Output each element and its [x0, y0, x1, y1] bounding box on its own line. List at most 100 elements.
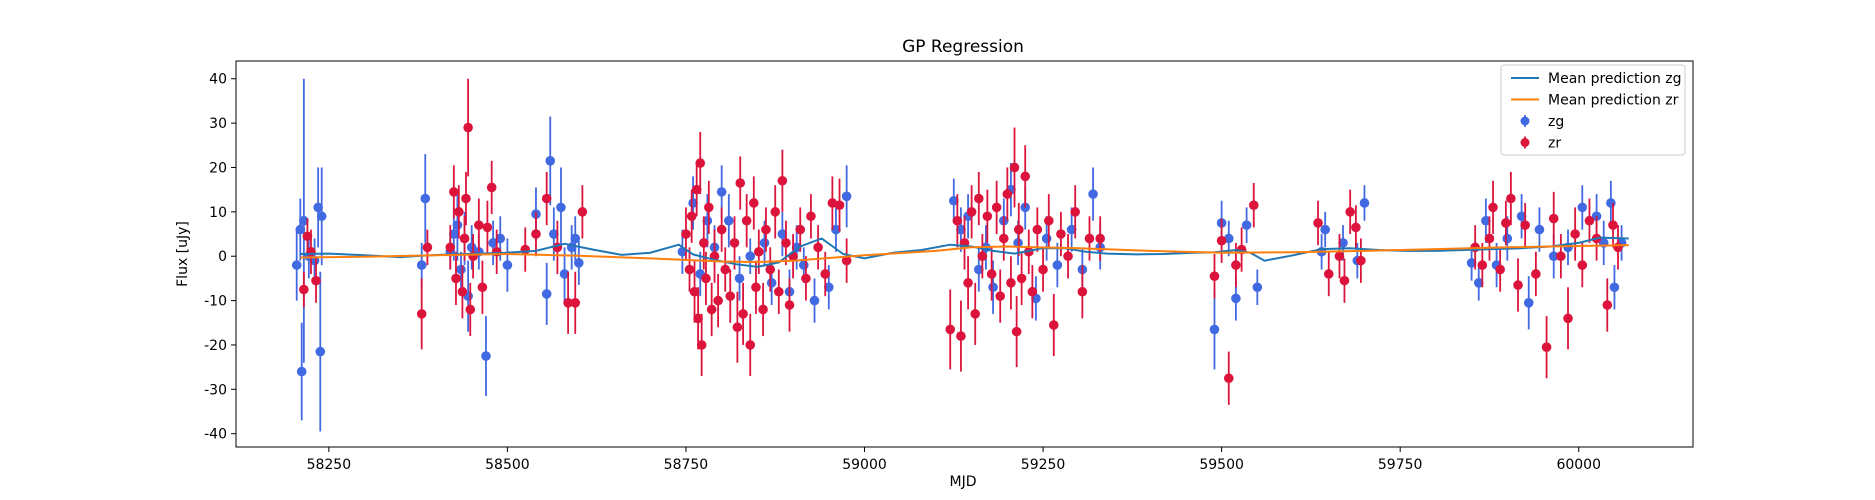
data-point: [713, 295, 723, 306]
data-point: [1241, 220, 1252, 230]
data-point: [689, 286, 700, 297]
data-point: [777, 229, 788, 239]
data-point: [1609, 282, 1620, 293]
data-point: [465, 304, 476, 315]
data-point: [545, 156, 556, 166]
data-point: [1531, 269, 1541, 279]
data-point: [1481, 215, 1491, 226]
data-point: [1070, 207, 1081, 217]
data-point: [1466, 258, 1477, 268]
data-point: [724, 215, 734, 226]
y-tick-label: 20: [209, 160, 227, 176]
data-point: [1359, 198, 1370, 208]
data-point: [1334, 251, 1345, 262]
legend-box: [1500, 64, 1686, 156]
data-point: [952, 215, 963, 226]
x-tick-label: 59250: [1021, 457, 1066, 473]
data-point: [291, 260, 302, 270]
data-point: [841, 191, 852, 202]
data-point: [452, 220, 463, 230]
data-point: [686, 211, 697, 222]
data-point: [741, 215, 752, 226]
data-point: [1095, 233, 1106, 244]
data-point: [995, 291, 1006, 301]
x-axis: 58250 58500 58750 59000 59250 59500 59750 60000: [307, 447, 1601, 473]
data-point: [315, 346, 326, 357]
data-point: [488, 238, 498, 248]
data-point: [820, 269, 831, 279]
data-point: [841, 255, 852, 266]
data-point: [720, 264, 731, 275]
data-point: [454, 207, 464, 217]
data-point: [684, 264, 695, 275]
data-point: [422, 242, 433, 253]
data-point: [502, 260, 513, 270]
data-point: [696, 340, 707, 350]
data-point: [691, 184, 702, 195]
data-point: [745, 251, 756, 262]
x-tick-label: 59500: [1199, 457, 1244, 473]
data-point: [302, 231, 313, 242]
data-point: [759, 238, 770, 248]
data-point: [477, 282, 488, 293]
data-point: [1502, 233, 1513, 244]
data-point: [695, 158, 706, 168]
data-point: [1506, 193, 1516, 204]
data-point: [1209, 324, 1220, 335]
x-tick-label: 59750: [1378, 457, 1423, 473]
data-point: [966, 207, 977, 217]
data-point: [1608, 220, 1618, 230]
legend-label: zr: [1548, 136, 1561, 152]
data-point: [295, 224, 306, 235]
data-point: [420, 193, 431, 204]
data-point: [1016, 273, 1027, 284]
data-point: [1516, 211, 1527, 222]
data-point: [704, 202, 714, 213]
y-tick-label: -40: [204, 427, 227, 443]
data-point: [313, 202, 323, 213]
data-point: [1606, 198, 1616, 208]
data-point: [457, 286, 468, 297]
data-point: [1313, 218, 1323, 228]
data-point: [734, 273, 745, 284]
legend-label: zg: [1548, 114, 1564, 130]
data-point: [1541, 342, 1552, 352]
data-point: [1231, 260, 1241, 270]
data-point: [973, 193, 984, 204]
data-point: [799, 260, 809, 270]
data-point: [299, 215, 309, 226]
data-point: [754, 246, 764, 257]
plot-frame: [235, 60, 1694, 448]
x-axis-label: MJD: [950, 474, 977, 490]
data-point: [556, 202, 566, 213]
data-point: [451, 273, 461, 284]
data-point: [520, 244, 531, 255]
data-point: [1088, 189, 1098, 199]
data-point: [751, 282, 761, 293]
data-point: [725, 291, 736, 301]
data-point: [716, 224, 727, 235]
data-point: [456, 264, 466, 275]
chart-title: GP Regression: [902, 37, 1024, 57]
data-point: [998, 233, 1009, 244]
data-point: [1339, 275, 1350, 286]
data-point: [481, 351, 491, 361]
data-point: [795, 224, 806, 235]
data-point: [735, 178, 746, 188]
x-tick-label: 60000: [1556, 457, 1601, 473]
data-point: [1351, 222, 1361, 233]
data-point: [1520, 220, 1530, 230]
y-axis-label: Flux [uJy]: [175, 221, 191, 287]
data-point: [1048, 320, 1059, 330]
data-point: [482, 222, 493, 233]
data-point: [770, 207, 781, 217]
data-point: [316, 211, 327, 222]
data-point: [570, 233, 581, 244]
data-point: [1011, 326, 1022, 337]
x-tick-label: 58250: [307, 457, 352, 473]
data-point: [577, 207, 588, 217]
data-point: [1002, 189, 1013, 199]
data-point: [1323, 269, 1334, 279]
data-point: [1052, 260, 1063, 270]
